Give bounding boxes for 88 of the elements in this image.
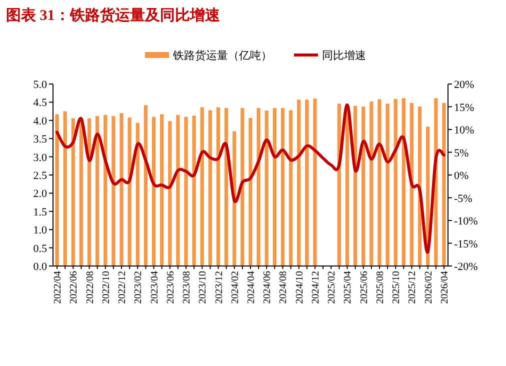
bar [63,111,67,266]
y2-tick-label: 5% [454,147,469,160]
bar [184,116,188,266]
y2-tick-label: 0% [454,170,469,182]
line-series [56,103,446,254]
bar [402,98,406,266]
bar [200,107,204,266]
bar [128,117,132,266]
bar [216,107,220,266]
bar [305,100,309,266]
bar [176,114,180,266]
x-tick-label: 2026/02 [423,271,434,304]
x-tick-label: 2025/02 [326,271,338,304]
y-tick-label: 0.5 [33,242,48,255]
chart-title: 图表 31：铁路货运量及同比增速 [6,7,221,24]
y-tick-label: 3.5 [33,134,48,146]
bar [144,105,148,266]
x-tick-label: 2024/02 [230,271,241,304]
x-tick-label: 2022/08 [84,271,96,304]
x-tick-label: 2023/08 [182,271,193,304]
y-tick-label: 2.5 [33,170,48,182]
y-tick-label: 1.0 [33,224,48,237]
x-tick-label: 2025/06 [358,271,370,304]
y2-tick-label: 10% [454,124,474,136]
x-tick-label: 2022/10 [100,271,112,304]
y-tick-label: 4.5 [33,97,48,110]
y2-tick-label: -20% [454,261,478,273]
bar [79,118,84,266]
bar [256,108,260,266]
x-tick-label: 2023/10 [198,271,209,304]
y-tick-label: 5.0 [33,79,48,91]
legend-label: 同比增速 [322,49,366,62]
bar [208,110,212,266]
x-tick-label: 2025/04 [342,271,354,304]
bar [96,116,100,266]
bar [288,110,293,266]
bar [362,106,366,266]
bar [386,104,390,266]
x-tick-label: 2022/12 [117,271,128,304]
x-tick-label: 2024/08 [278,271,290,304]
bar [120,113,124,266]
x-tick-label: 2023/12 [214,271,225,304]
bar [152,116,156,266]
y2-tick-label: -15% [454,238,478,250]
y2-tick-label: 20% [454,79,474,91]
bar [55,114,59,266]
y-tick-label: 3.0 [33,152,48,164]
bar [192,116,196,266]
x-tick-label: 2022/06 [68,271,80,304]
x-tick-label: 2025/10 [391,271,402,304]
x-tick-label: 2025/08 [374,271,386,304]
bar [370,101,374,266]
bar [160,114,164,266]
bar [280,108,285,266]
bar [168,121,172,266]
bar [240,108,244,266]
bar [442,102,446,266]
x-tick-label: 2023/02 [133,271,144,304]
bar [71,118,75,266]
y-tick-label: 2.0 [33,188,48,200]
y-tick-label: 4.0 [33,115,48,128]
bar [264,110,268,266]
x-tick-label: 2025/12 [407,271,418,304]
bar [224,108,228,266]
bar [410,102,414,266]
x-tick-label: 2024/12 [310,271,322,304]
y2-tick-label: -10% [454,216,478,228]
x-tick-label: 2024/10 [294,271,306,304]
bar [313,98,317,266]
bar [378,99,382,266]
bar [112,116,116,266]
x-tick-label: 2024/06 [262,271,274,304]
bar [87,118,92,266]
y-tick-label: 0.0 [33,261,48,273]
bar [136,122,140,266]
legend-label: 铁路货运量（亿吨） [172,49,272,62]
bar [272,108,276,266]
y2-tick-label: 15% [454,102,474,114]
x-tick-label: 2023/04 [149,271,160,304]
x-tick-label: 2024/04 [246,271,257,304]
y-tick-label: 1.5 [33,206,48,218]
x-tick-label: 2026/04 [439,271,450,304]
bar [297,100,301,266]
y2-tick-label: -5% [454,192,472,205]
x-tick-label: 2022/04 [52,271,64,304]
x-tick-label: 2023/06 [165,271,176,304]
bar [248,118,252,266]
bar [394,98,398,266]
